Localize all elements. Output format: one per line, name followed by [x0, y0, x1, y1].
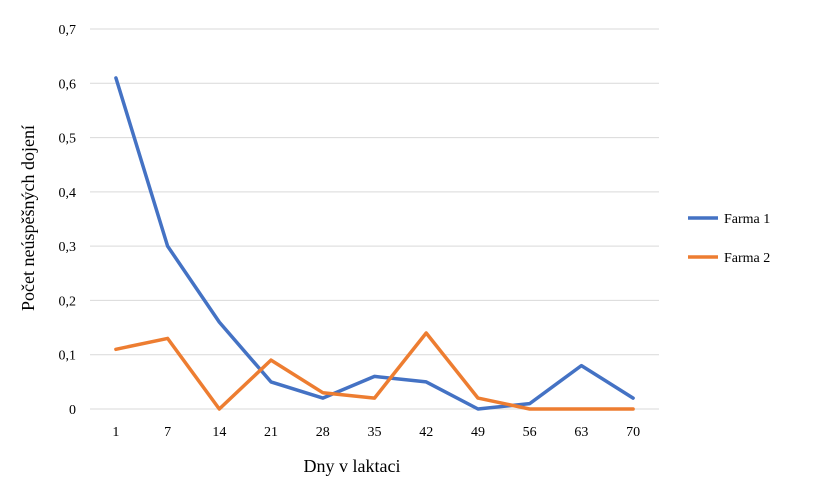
legend-label: Farma 2: [724, 251, 770, 266]
x-tick-label: 14: [212, 425, 226, 440]
y-tick-label: 0,6: [59, 77, 77, 92]
x-tick-label: 21: [264, 425, 278, 440]
x-tick-label: 1: [112, 425, 119, 440]
x-axis-title: Dny v laktaci: [304, 456, 401, 476]
y-tick-label: 0: [69, 403, 76, 418]
x-axis-ticks: 1 7 14 21 28 35 42 49 56 63 70: [112, 425, 640, 440]
x-tick-label: 49: [471, 425, 485, 440]
y-axis-title: Počet neúspěšných dojení: [18, 125, 38, 311]
y-tick-label: 0,5: [59, 132, 77, 147]
series-line-farma-2: [114, 331, 635, 411]
legend-label: Farma 1: [724, 212, 770, 227]
series-lines: [114, 76, 635, 411]
y-tick-label: 0,7: [59, 23, 77, 38]
x-tick-label: 35: [368, 425, 382, 440]
x-tick-label: 42: [419, 425, 433, 440]
x-tick-label: 56: [523, 425, 537, 440]
y-tick-label: 0,4: [59, 186, 77, 201]
legend: Farma 1 Farma 2: [688, 212, 770, 266]
y-tick-label: 0,3: [59, 240, 77, 255]
x-tick-label: 70: [626, 425, 640, 440]
y-tick-label: 0,2: [59, 294, 77, 309]
y-axis-ticks: 0 0,1 0,2 0,3 0,4 0,5 0,6 0,7: [59, 23, 77, 418]
gridlines: [90, 28, 659, 410]
series-line-farma-1: [114, 76, 635, 411]
x-tick-label: 63: [574, 425, 588, 440]
y-tick-label: 0,1: [59, 349, 77, 364]
x-tick-label: 28: [316, 425, 330, 440]
x-tick-label: 7: [164, 425, 171, 440]
